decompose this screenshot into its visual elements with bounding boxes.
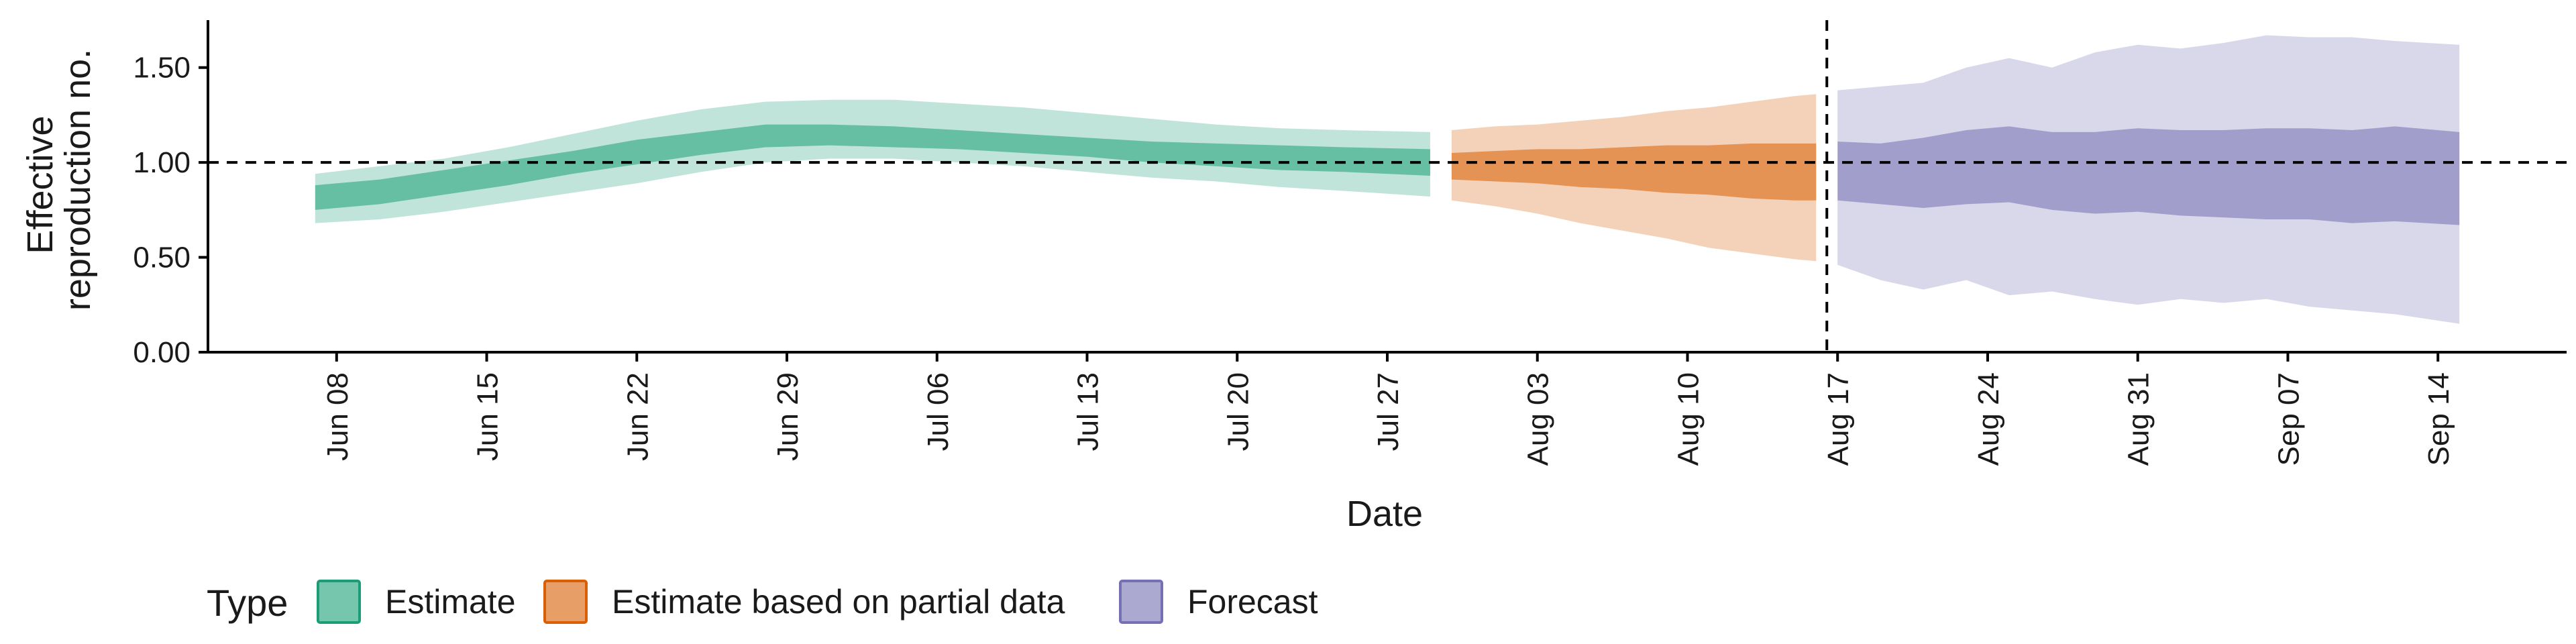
- x-tick-label: Jul 13: [1072, 372, 1105, 451]
- band-90-estimate: [315, 99, 1430, 223]
- legend-key-estimate: [317, 580, 361, 624]
- x-tick-label: Jun 08: [321, 372, 354, 461]
- y-tick-label: 0.50: [133, 241, 191, 274]
- legend: Type Estimate Estimate based on partial …: [207, 580, 1318, 624]
- y-axis-title-line-2: reproduction no.: [58, 49, 98, 311]
- band-50-forecast: [1837, 126, 2460, 225]
- legend-key-partial: [543, 580, 588, 624]
- x-tick-label: Jul 20: [1222, 372, 1254, 451]
- legend-title: Type: [207, 582, 288, 624]
- x-tick-label: Aug 17: [1822, 372, 1855, 466]
- axes: 0.00 0.50 1.00 1.50 Jun 08 Jun 15 Jun 22 Jun 29…: [133, 20, 2567, 466]
- x-tick-label: Aug 03: [1522, 372, 1555, 466]
- y-tick-label: 0.00: [133, 336, 191, 369]
- x-tick-label: Sep 07: [2272, 372, 2305, 466]
- x-tick-label: Aug 31: [2123, 372, 2155, 466]
- legend-label-estimate: Estimate: [385, 583, 516, 621]
- y-tick-label: 1.00: [133, 146, 191, 179]
- x-tick-label: Jun 15: [472, 372, 504, 461]
- uncertainty-bands: [315, 35, 2460, 324]
- band-50-estimate-based-on-partial-data: [1451, 143, 1817, 201]
- x-tick-label: Jun 22: [621, 372, 654, 461]
- y-axis-title-line-1: Effective: [20, 115, 60, 254]
- legend-label-forecast: Forecast: [1187, 583, 1318, 621]
- x-tick-label: Sep 14: [2422, 372, 2455, 466]
- legend-label-partial: Estimate based on partial data: [612, 583, 1065, 621]
- x-tick-label: Jul 27: [1372, 372, 1405, 451]
- x-axis-title: Date: [1346, 494, 1423, 534]
- y-tick-label: 1.50: [133, 52, 191, 85]
- legend-key-forecast: [1119, 580, 1163, 624]
- x-tick-label: Aug 10: [1672, 372, 1705, 466]
- x-tick-label: Jul 06: [922, 372, 955, 451]
- x-tick-label: Aug 24: [1972, 372, 2005, 466]
- y-axis-title: Effective reproduction no.: [20, 49, 98, 311]
- band-50-estimate: [315, 124, 1430, 210]
- x-tick-label: Jun 29: [771, 372, 804, 461]
